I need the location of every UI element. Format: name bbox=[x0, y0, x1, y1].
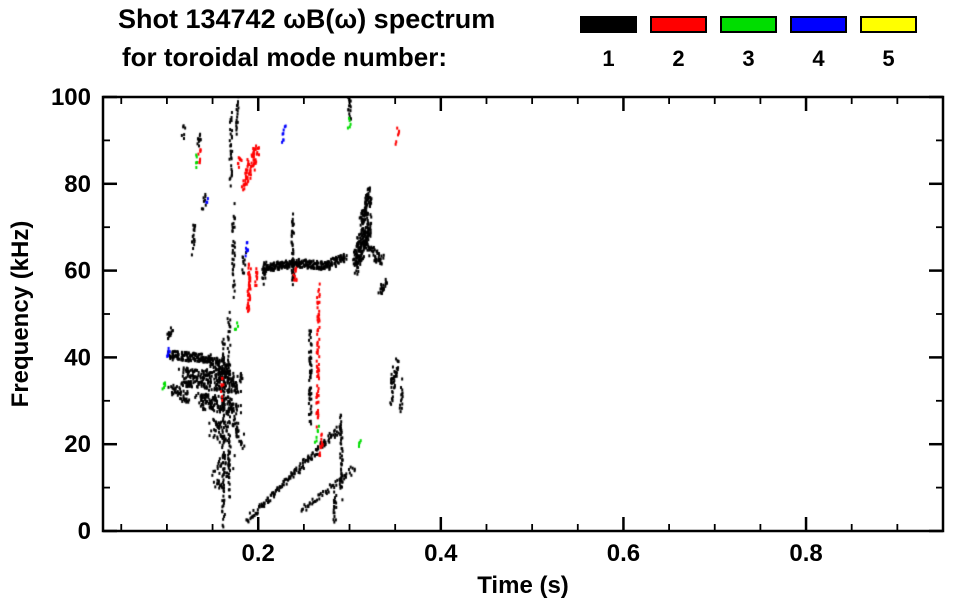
svg-text:0.2: 0.2 bbox=[242, 540, 275, 567]
svg-text:0.6: 0.6 bbox=[607, 540, 640, 567]
legend-label-4: 4 bbox=[812, 46, 825, 71]
svg-text:0: 0 bbox=[78, 518, 91, 545]
legend-label-1: 1 bbox=[602, 46, 615, 71]
svg-text:0.4: 0.4 bbox=[424, 540, 458, 567]
chart-subtitle: for toroidal mode number: bbox=[122, 42, 447, 72]
svg-text:100: 100 bbox=[51, 84, 91, 111]
spectrum-points-layer bbox=[103, 97, 943, 531]
legend-swatch-4 bbox=[790, 16, 847, 33]
svg-text:60: 60 bbox=[64, 258, 91, 285]
legend-swatch-5 bbox=[860, 16, 917, 33]
svg-text:20: 20 bbox=[64, 431, 91, 458]
svg-text:40: 40 bbox=[64, 344, 91, 371]
legend-swatches bbox=[580, 16, 917, 33]
svg-text:80: 80 bbox=[64, 171, 91, 198]
legend-label-3: 3 bbox=[742, 46, 755, 71]
legend-label-2: 2 bbox=[672, 46, 685, 71]
legend-swatch-1 bbox=[580, 16, 637, 33]
chart-title: Shot 134742 ωB(ω) spectrum bbox=[118, 4, 496, 34]
legend-swatch-3 bbox=[720, 16, 777, 33]
svg-text:Time (s): Time (s) bbox=[477, 572, 569, 599]
legend-numbers: 1 2 3 4 5 bbox=[580, 46, 917, 72]
svg-text:0.8: 0.8 bbox=[789, 540, 822, 567]
legend-label-5: 5 bbox=[882, 46, 895, 71]
legend-swatch-2 bbox=[650, 16, 707, 33]
svg-text:Frequency (kHz): Frequency (kHz) bbox=[7, 221, 34, 408]
